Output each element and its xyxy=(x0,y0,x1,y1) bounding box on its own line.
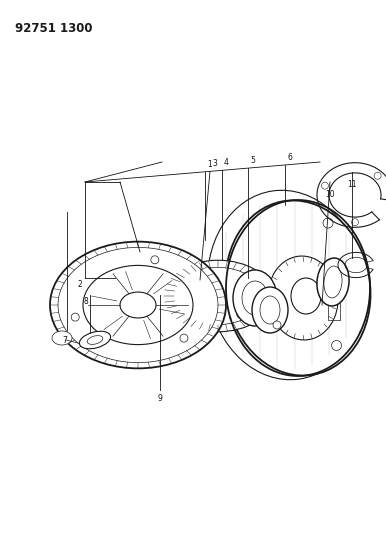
Wedge shape xyxy=(236,268,326,323)
Text: 1: 1 xyxy=(207,160,212,169)
Text: 11: 11 xyxy=(347,180,357,189)
Circle shape xyxy=(352,219,359,225)
Text: 9: 9 xyxy=(157,394,163,403)
Ellipse shape xyxy=(52,331,72,345)
Ellipse shape xyxy=(317,258,349,306)
Circle shape xyxy=(374,172,381,179)
Circle shape xyxy=(323,218,333,228)
Ellipse shape xyxy=(252,287,288,333)
Text: 4: 4 xyxy=(224,158,229,167)
Circle shape xyxy=(273,321,281,329)
Text: 5: 5 xyxy=(250,156,255,165)
Text: 7: 7 xyxy=(63,336,68,345)
Text: 92751 1300: 92751 1300 xyxy=(15,22,93,35)
Ellipse shape xyxy=(324,266,342,298)
Ellipse shape xyxy=(50,241,226,368)
Circle shape xyxy=(322,182,328,189)
Ellipse shape xyxy=(163,260,273,332)
Text: 3: 3 xyxy=(212,159,217,168)
Circle shape xyxy=(237,309,247,319)
Ellipse shape xyxy=(291,278,321,314)
Ellipse shape xyxy=(80,331,111,349)
Ellipse shape xyxy=(268,256,338,340)
Circle shape xyxy=(332,341,342,351)
Text: 2: 2 xyxy=(77,280,82,289)
Text: 8: 8 xyxy=(83,297,88,306)
Ellipse shape xyxy=(233,270,277,326)
Text: 10: 10 xyxy=(325,190,335,199)
Text: 6: 6 xyxy=(287,153,292,162)
Ellipse shape xyxy=(225,200,371,376)
